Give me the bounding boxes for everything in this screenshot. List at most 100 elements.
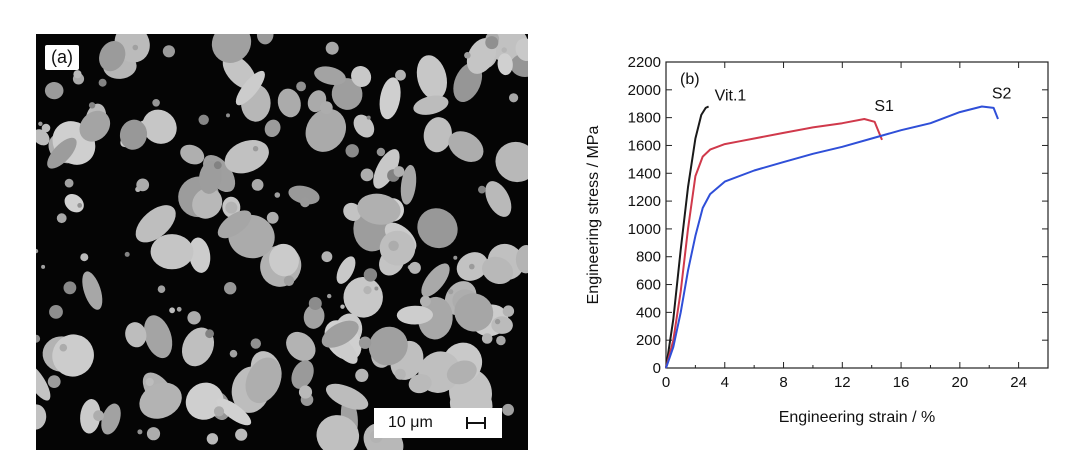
particle bbox=[417, 208, 458, 249]
particle bbox=[286, 331, 316, 362]
particle-small bbox=[266, 211, 279, 224]
scale-bar-label: 10 μm bbox=[388, 414, 433, 431]
particle bbox=[198, 160, 222, 194]
particle-small bbox=[41, 264, 46, 269]
particle-small bbox=[274, 192, 281, 198]
particle-small bbox=[501, 47, 507, 53]
particle-small bbox=[77, 203, 83, 208]
x-axis-label: Engineering strain / % bbox=[779, 409, 936, 426]
particle-small bbox=[355, 368, 369, 382]
particle bbox=[408, 374, 432, 394]
particle-small bbox=[464, 52, 471, 59]
particle-small bbox=[360, 168, 374, 182]
particle bbox=[321, 320, 359, 348]
particle-small bbox=[162, 45, 175, 58]
y-tick-label: 800 bbox=[636, 249, 661, 266]
particle bbox=[291, 360, 314, 389]
particle-small bbox=[393, 166, 405, 177]
particle bbox=[269, 243, 299, 277]
particle-small bbox=[485, 36, 499, 50]
particle-small bbox=[502, 305, 515, 317]
particle bbox=[181, 327, 215, 367]
particle-small bbox=[235, 428, 248, 441]
particle bbox=[277, 88, 301, 118]
particle-small bbox=[448, 289, 454, 295]
particle-small bbox=[146, 427, 161, 441]
particle-small bbox=[481, 333, 493, 344]
particle bbox=[416, 55, 448, 100]
particle-small bbox=[93, 410, 104, 422]
particle-small bbox=[229, 349, 238, 358]
series-label: S1 bbox=[874, 98, 894, 115]
y-tick-label: 2200 bbox=[628, 54, 661, 71]
particle-small bbox=[494, 318, 501, 325]
particle bbox=[64, 194, 84, 213]
y-tick-label: 1400 bbox=[628, 165, 661, 182]
particle bbox=[448, 131, 484, 162]
particle bbox=[142, 109, 177, 144]
particle bbox=[325, 383, 369, 410]
particle-small bbox=[340, 304, 345, 309]
particle-small bbox=[395, 69, 406, 81]
series-line-s2 bbox=[665, 105, 999, 369]
particle-small bbox=[502, 403, 514, 416]
micrograph-image bbox=[36, 34, 528, 450]
y-tick-label: 600 bbox=[636, 277, 661, 294]
stress-strain-chart: 0 4 8 12 16 20 24 0 200 400 600 800 1000 1200 1400 1600… bbox=[585, 54, 1049, 426]
particle-small bbox=[137, 429, 143, 435]
particle bbox=[79, 110, 111, 142]
particle-small bbox=[408, 261, 421, 274]
particle-small bbox=[187, 311, 201, 325]
scale-bar-line bbox=[466, 417, 486, 429]
particle-small bbox=[36, 248, 39, 254]
y-tick-label: 400 bbox=[636, 304, 661, 321]
particle bbox=[316, 415, 360, 450]
particle bbox=[351, 66, 372, 87]
particle bbox=[482, 256, 514, 285]
particle-small bbox=[325, 41, 339, 55]
chart-labels: Engineering strain / % Engineering stress… bbox=[585, 71, 1012, 426]
particle bbox=[357, 193, 401, 225]
particle bbox=[379, 77, 401, 120]
particle-small bbox=[136, 178, 150, 192]
series-label: Vit.1 bbox=[715, 88, 747, 105]
particle-small bbox=[157, 285, 166, 293]
particle-small bbox=[73, 70, 82, 79]
y-tick-label: 1800 bbox=[628, 110, 661, 127]
particle bbox=[515, 245, 528, 274]
particle-small bbox=[252, 146, 259, 152]
x-tick-label: 20 bbox=[952, 374, 969, 391]
particle-small bbox=[345, 144, 359, 158]
particle bbox=[423, 117, 452, 153]
particle-small bbox=[41, 123, 51, 133]
x-tick-label: 16 bbox=[893, 374, 910, 391]
chart-axes: 0 4 8 12 16 20 24 0 200 400 600 800 1000 1200 1400 1600… bbox=[628, 54, 1049, 391]
particle bbox=[421, 263, 450, 297]
particle bbox=[217, 210, 252, 239]
particle bbox=[515, 38, 528, 62]
particle bbox=[180, 144, 205, 165]
particle bbox=[288, 185, 320, 205]
particle bbox=[188, 237, 211, 273]
particle bbox=[368, 326, 408, 366]
particle-small bbox=[453, 255, 458, 260]
particle bbox=[192, 187, 223, 219]
particle-small bbox=[64, 178, 74, 188]
particle-small bbox=[132, 44, 139, 51]
particle bbox=[510, 53, 528, 78]
particle-small bbox=[394, 368, 406, 380]
particle-small bbox=[225, 201, 238, 214]
y-tick-label: 2000 bbox=[628, 82, 661, 99]
particle bbox=[497, 53, 513, 76]
particle bbox=[135, 205, 176, 243]
series-line-s1 bbox=[665, 118, 883, 369]
particle-small bbox=[145, 377, 154, 387]
particle bbox=[485, 181, 512, 217]
panel-label-b: (b) bbox=[680, 71, 700, 88]
particle bbox=[119, 119, 148, 150]
chart-series bbox=[665, 105, 999, 369]
plot-frame bbox=[665, 61, 1049, 369]
particle-small bbox=[358, 336, 372, 349]
panel-label-a: (a) bbox=[45, 45, 79, 70]
particle bbox=[331, 78, 363, 110]
